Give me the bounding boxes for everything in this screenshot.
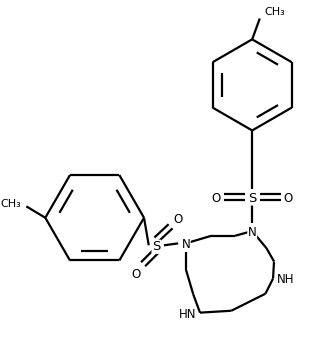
Text: O: O [283, 192, 293, 205]
Text: S: S [152, 240, 160, 253]
Text: HN: HN [179, 308, 196, 321]
Text: S: S [248, 192, 256, 205]
Text: NH: NH [277, 274, 294, 286]
Text: N: N [182, 238, 190, 251]
Text: O: O [212, 192, 221, 205]
Text: CH₃: CH₃ [0, 199, 21, 208]
Text: O: O [131, 268, 140, 281]
Text: N: N [248, 226, 256, 239]
Text: CH₃: CH₃ [265, 7, 285, 17]
Text: O: O [174, 213, 183, 226]
